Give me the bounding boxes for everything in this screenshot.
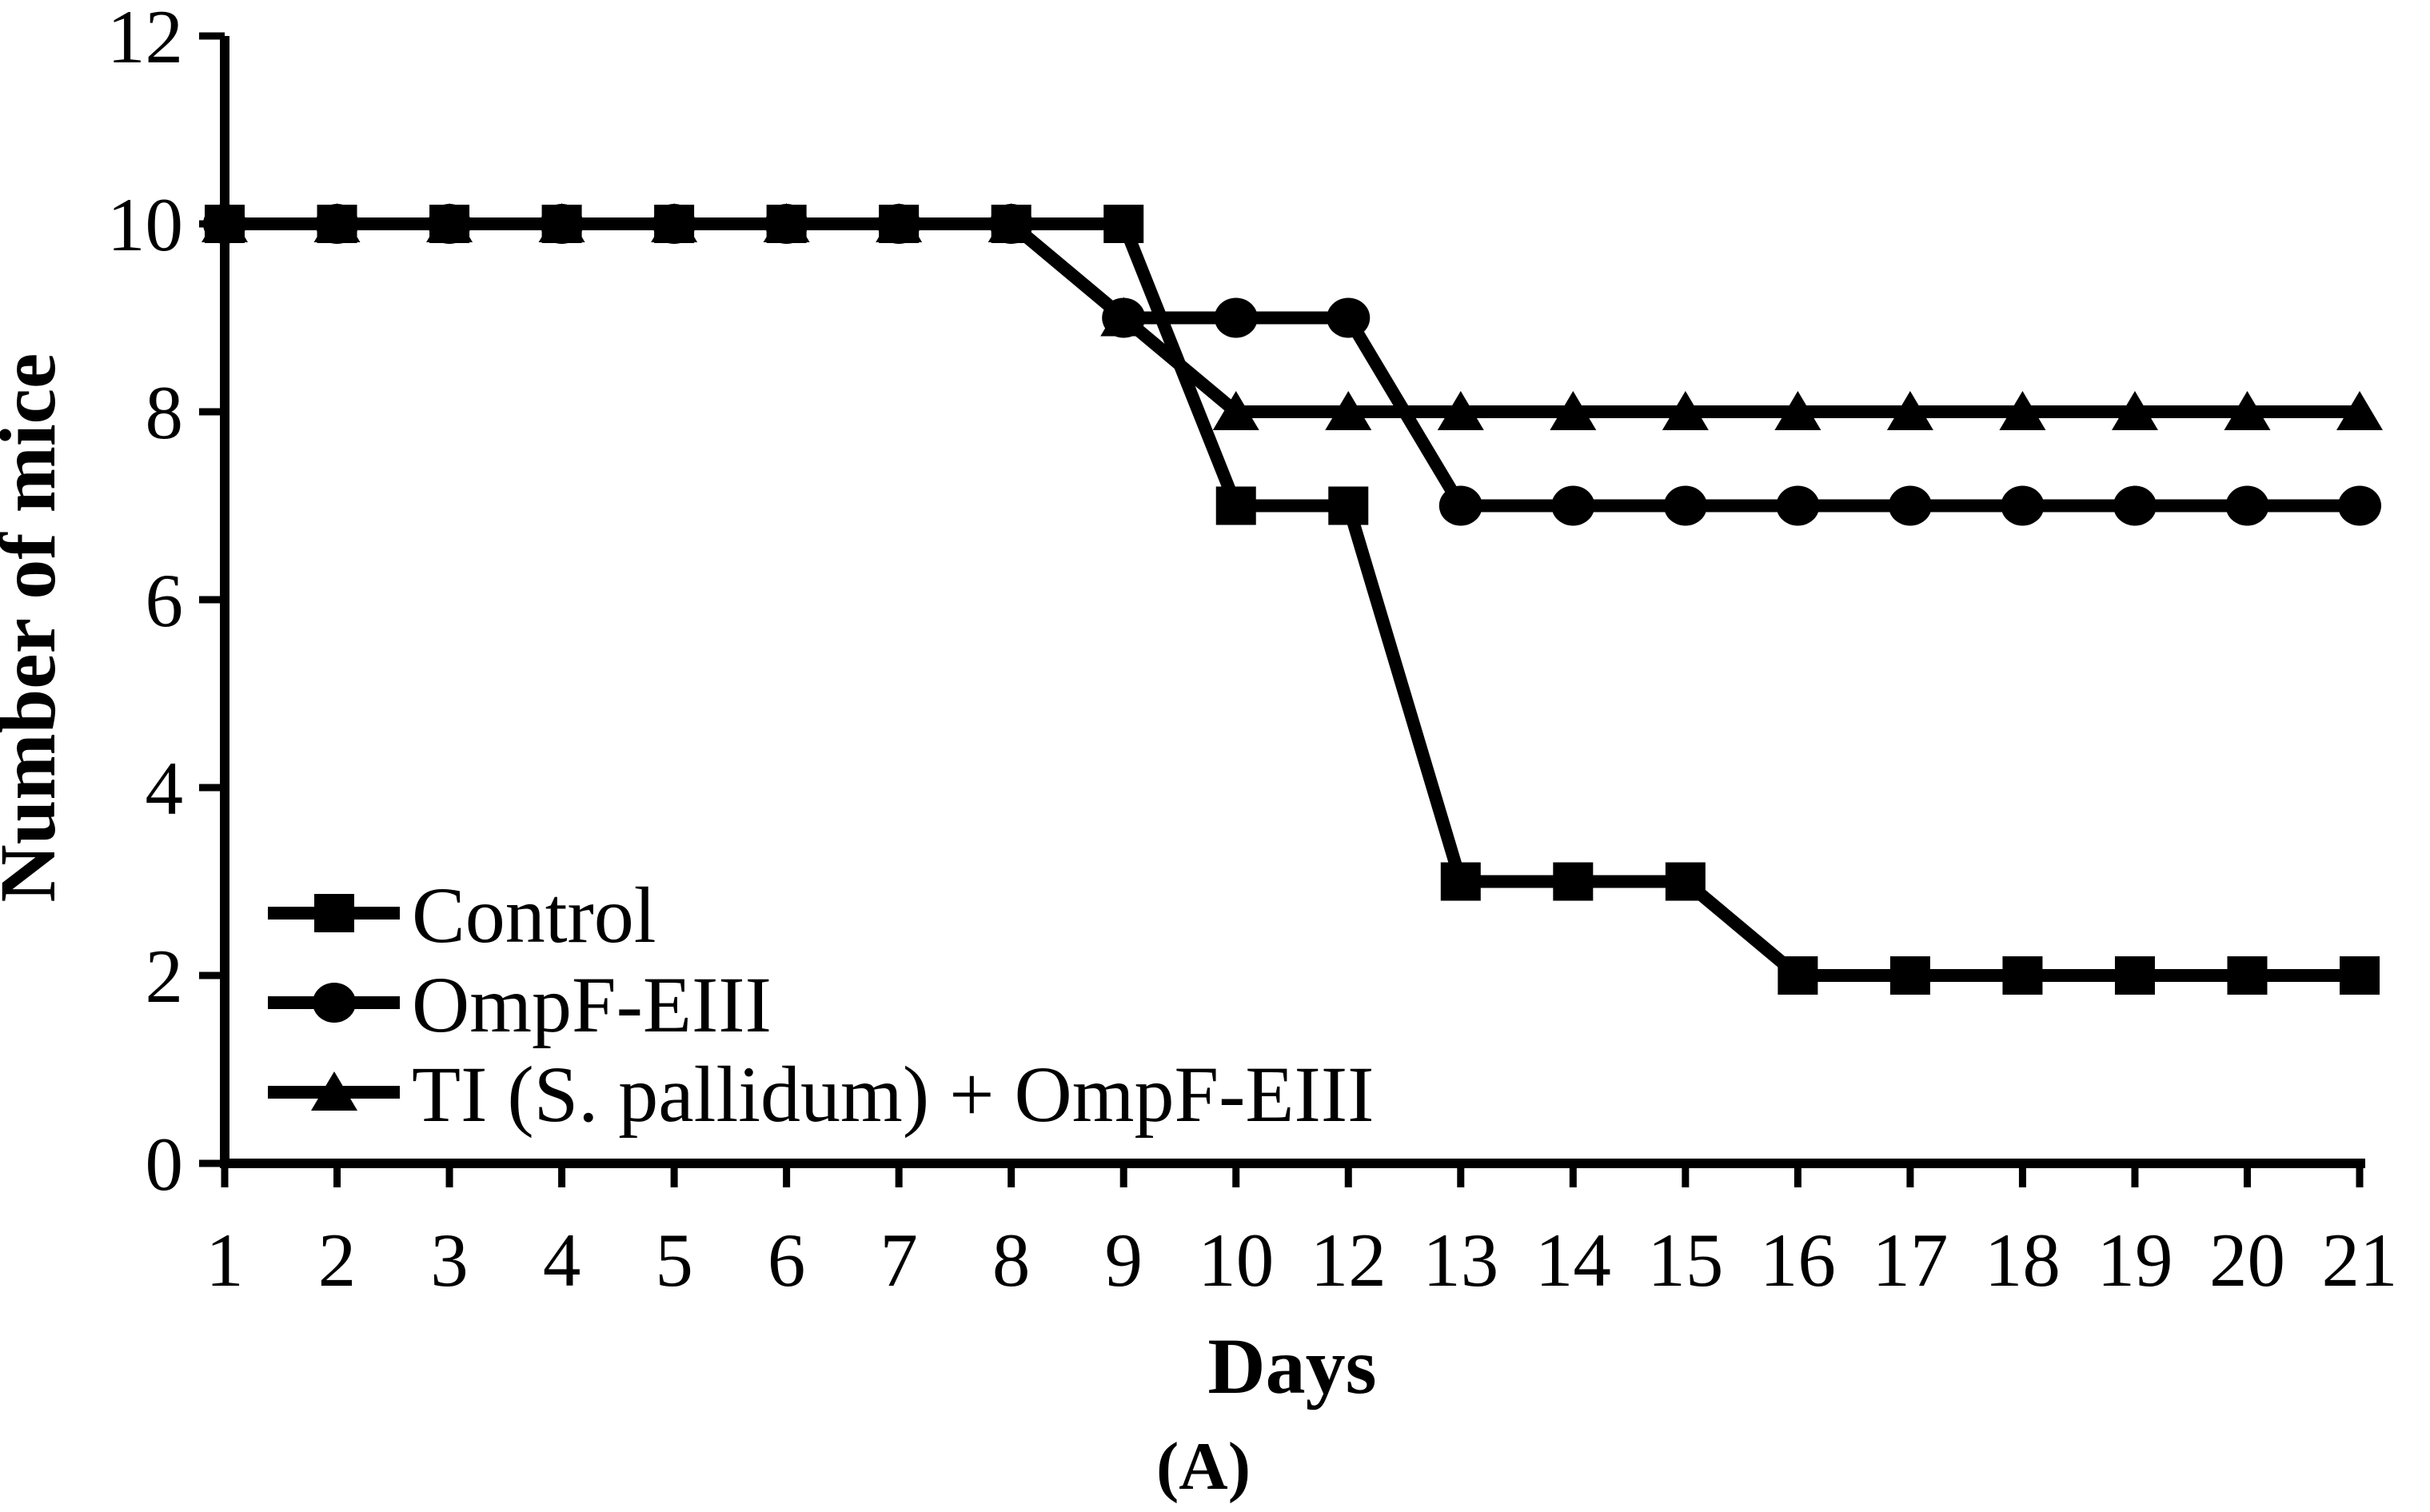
series-group <box>202 203 2383 995</box>
square-marker <box>1778 956 1818 995</box>
triangle-marker <box>2336 391 2383 430</box>
x-tick-label: 4 <box>543 1218 581 1303</box>
y-tick-label: 12 <box>107 0 183 79</box>
triangle-marker <box>1325 391 1372 430</box>
x-axis-title: Days <box>1207 1322 1376 1410</box>
square-marker <box>879 205 920 243</box>
y-tick-label: 6 <box>146 558 184 643</box>
x-tick-label: 3 <box>430 1218 469 1303</box>
x-tick-label: 12 <box>1311 1218 1387 1303</box>
circle-marker <box>2001 485 2045 526</box>
square-marker <box>766 205 807 243</box>
circle-marker <box>1214 297 1258 338</box>
circle-marker <box>1888 485 1932 526</box>
x-tick-label: 17 <box>1872 1218 1948 1303</box>
square-marker <box>991 205 1031 243</box>
legend-circle-marker <box>313 983 356 1023</box>
triangle-marker <box>2224 391 2271 430</box>
circle-marker <box>1438 485 1482 526</box>
square-marker <box>2340 956 2380 995</box>
series-line-control <box>225 217 2360 982</box>
figure-caption: (A) <box>1156 1429 1251 1504</box>
square-marker <box>1440 862 1481 901</box>
series-ompf-eiii <box>203 204 2381 526</box>
y-axis-title: Number of mice <box>0 353 72 903</box>
triangle-marker <box>1662 391 1709 430</box>
legend-item-ompf-eiii: OmpF-EIII <box>268 960 772 1049</box>
triangle-marker <box>1886 391 1933 430</box>
x-tick-label: 1 <box>205 1218 244 1303</box>
square-marker <box>1328 486 1369 525</box>
x-tick-label: 10 <box>1198 1218 1274 1303</box>
square-marker <box>205 205 245 243</box>
square-marker <box>2227 956 2268 995</box>
x-tick-label: 16 <box>1760 1218 1836 1303</box>
triangle-marker <box>1437 391 1484 430</box>
legend-triangle-marker <box>311 1071 357 1111</box>
square-marker <box>2114 956 2155 995</box>
legend-label-ompf-eiii: OmpF-EIII <box>412 960 772 1049</box>
circle-marker <box>1327 297 1371 338</box>
legend-item-ti-s-pallidum-ompf-eiii: TI (S. pallidum) + OmpF-EIII <box>268 1050 1374 1139</box>
x-tick-label: 9 <box>1104 1218 1143 1303</box>
square-marker <box>654 205 695 243</box>
y-tick-label: 2 <box>146 934 184 1019</box>
square-marker <box>1103 205 1144 243</box>
square-marker <box>1553 862 1594 901</box>
circle-marker <box>1776 485 1820 526</box>
x-tick-label: 8 <box>992 1218 1031 1303</box>
y-tick-label: 0 <box>146 1122 184 1207</box>
legend-square-marker <box>314 894 354 932</box>
circle-marker <box>1551 485 1595 526</box>
x-tick-label: 5 <box>655 1218 693 1303</box>
square-marker <box>317 205 357 243</box>
x-tick-label: 20 <box>2209 1218 2285 1303</box>
circle-marker <box>2113 485 2157 526</box>
x-tick-label: 21 <box>2322 1218 2398 1303</box>
legend-item-control: Control <box>268 871 656 959</box>
legend-label-ti-s-pallidum-ompf-eiii: TI (S. pallidum) + OmpF-EIII <box>412 1050 1374 1139</box>
circle-marker <box>1663 485 1707 526</box>
square-marker <box>429 205 470 243</box>
circle-marker <box>2225 485 2269 526</box>
x-tick-label: 13 <box>1422 1218 1498 1303</box>
legend-label-control: Control <box>412 871 656 959</box>
square-marker <box>2002 956 2043 995</box>
x-tick-label: 19 <box>2097 1218 2173 1303</box>
x-tick-label: 15 <box>1647 1218 1723 1303</box>
triangle-marker <box>2111 391 2158 430</box>
x-tick-label: 18 <box>1985 1218 2061 1303</box>
square-marker <box>541 205 582 243</box>
y-tick-label: 4 <box>146 746 184 831</box>
triangle-marker <box>1212 391 1259 430</box>
square-marker <box>1889 956 1930 995</box>
triangle-marker <box>1550 391 1597 430</box>
x-tick-label: 7 <box>880 1218 918 1303</box>
circle-marker <box>2338 485 2381 526</box>
circle-marker <box>1102 297 1146 338</box>
y-tick-label: 10 <box>107 182 183 267</box>
x-tick-label: 2 <box>318 1218 357 1303</box>
triangle-marker <box>1999 391 2046 430</box>
y-tick-label: 8 <box>146 370 184 455</box>
triangle-marker <box>1774 391 1822 430</box>
square-marker <box>1665 862 1706 901</box>
square-marker <box>1215 486 1256 525</box>
x-tick-label: 14 <box>1535 1218 1611 1303</box>
series-line-ompf-eiii <box>225 217 2360 513</box>
x-tick-label: 6 <box>768 1218 806 1303</box>
series-control <box>205 205 2380 995</box>
